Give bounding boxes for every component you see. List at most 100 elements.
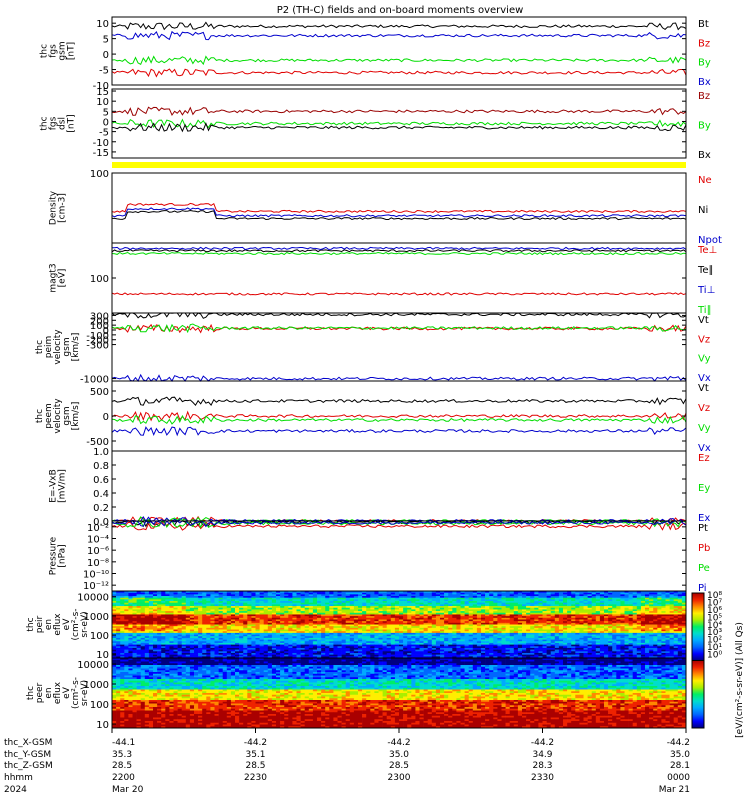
heatmap-cell [353,592,359,595]
heatmap-cell [161,624,166,627]
heatmap-cell [657,617,662,620]
heatmap-cell [214,597,219,600]
heatmap-cell [476,627,482,630]
heatmap-cell [161,594,166,597]
heatmap-cell [353,646,359,649]
heatmap-cell [251,626,256,629]
heatmap-cell [169,626,174,629]
heatmap-cell [214,637,219,640]
heatmap-cell [444,604,449,607]
heatmap-cell [288,632,293,635]
heatmap-cell [341,591,346,593]
ylabel-line: [mV/m] [58,469,68,503]
heatmap-cell [370,616,375,619]
heatmap-cell [181,591,187,593]
heatmap-cell [472,631,478,634]
heatmap-cell [161,592,166,595]
heatmap-cell [235,629,240,632]
heatmap-cell [612,601,617,604]
heatmap-cell [673,632,679,635]
heatmap-cell [349,641,355,644]
heatmap-cell [173,626,178,629]
heatmap-cell [628,597,633,600]
heatmap-cell [481,641,486,644]
heatmap-cell [378,596,383,598]
heatmap-cell [153,622,158,625]
heatmap-cell [513,609,519,612]
heatmap-cell [317,627,322,630]
heatmap-cell [616,636,621,639]
heatmap-cell [325,592,330,595]
heatmap-cell [636,631,642,634]
heatmap-cell [435,639,441,642]
heatmap-cell [112,646,117,649]
legend-entry: Te∥ [697,265,714,276]
heatmap-cell [349,621,355,624]
heatmap-cell [230,624,236,627]
heatmap-cell [530,604,535,607]
heatmap-cell [177,642,182,645]
heatmap-cell [579,641,584,644]
heatmap-cell [608,599,613,602]
heatmap-cell [616,591,621,593]
heatmap-cell [444,607,449,610]
heatmap-cell [583,607,588,610]
heatmap-cell [333,604,338,607]
heatmap-cell [505,617,510,620]
heatmap-cell [304,606,310,609]
heatmap-cell [349,642,355,645]
heatmap-cell [235,634,240,637]
heatmap-cell [214,631,219,634]
heatmap-cell [431,597,437,600]
ytick-label: 10⁻⁸ [87,558,109,569]
heatmap-cell [222,616,228,619]
heatmap-cell [501,636,506,639]
heatmap-cell [198,627,203,630]
heatmap-cell [374,592,379,595]
heatmap-cell [210,637,215,640]
heatmap-cell [501,634,506,637]
heatmap-cell [230,609,236,612]
heatmap-cell [509,639,515,642]
heatmap-cell [427,599,433,602]
heatmap-cell [181,646,187,649]
heatmap-cell [476,621,482,624]
heatmap-cell [394,591,400,593]
heatmap-cell [267,604,273,607]
heatmap-cell [468,607,474,610]
heatmap-cell [571,631,576,634]
heatmap-cell [472,637,478,640]
heatmap-cell [243,616,248,619]
heatmap-cell [259,626,264,629]
heatmap-cell [189,626,195,629]
heatmap-cell [538,629,543,632]
heatmap-cell [661,611,666,614]
heatmap-cell [538,637,543,640]
heatmap-cell [636,646,642,649]
heatmap-cell [337,616,342,619]
heatmap-cell [681,624,687,627]
series-line-Vz [111,323,687,334]
heatmap-cell [431,636,437,639]
heatmap-cell [632,601,638,604]
heatmap-cell [415,601,420,604]
heatmap-cell [226,599,232,602]
heatmap-cell [567,641,572,644]
heatmap-cell [386,611,392,614]
heatmap-cell [235,594,240,597]
heatmap-cell [304,639,310,642]
heatmap-cell [382,614,387,617]
ylabel-line: thc [40,116,50,130]
heatmap-cell [390,591,396,593]
heatmap-cell [583,602,588,605]
heatmap-cell [235,644,240,647]
heatmap-cell [136,612,141,615]
heatmap-cell [366,604,371,607]
heatmap-cell [230,612,236,615]
heatmap-cell [276,642,281,645]
heatmap-cell [173,616,178,619]
heatmap-cell [173,596,178,598]
heatmap-cell [423,617,428,620]
heatmap-cell [460,602,465,605]
